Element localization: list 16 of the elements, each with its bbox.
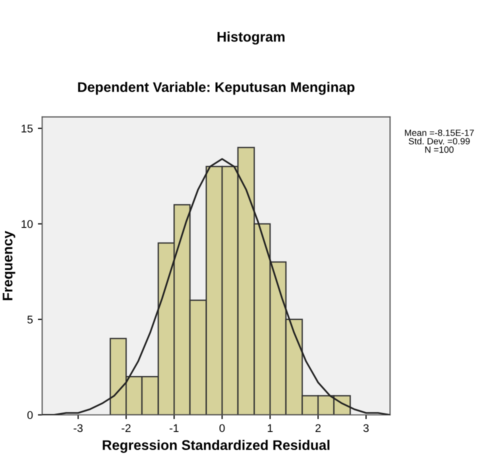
y-tick-label: 5 [27, 316, 33, 324]
x-tick-label: 3 [363, 424, 369, 432]
x-axis-title: Regression Standardized Residual [102, 440, 330, 453]
x-tick-label: 0 [219, 424, 225, 432]
x-tick-label: -1 [170, 424, 179, 432]
y-tick-label: 15 [22, 124, 33, 132]
y-tick-label: 0 [27, 411, 33, 420]
x-tick-label: -2 [122, 424, 131, 432]
x-tick-label: -3 [74, 424, 83, 432]
text: Mean =-8.15E-17 Std. Dev. =0.99 N =100 [404, 130, 474, 153]
y-axis-title: Frequency [2, 230, 16, 300]
chart-subtitle: Dependent Variable: Keputusan Menginap [78, 82, 354, 95]
x-tick-label: 2 [316, 424, 321, 432]
x-tick-label: 1 [268, 424, 273, 432]
y-tick-label: 10 [22, 220, 33, 228]
chart-title: Histogram [218, 32, 284, 45]
